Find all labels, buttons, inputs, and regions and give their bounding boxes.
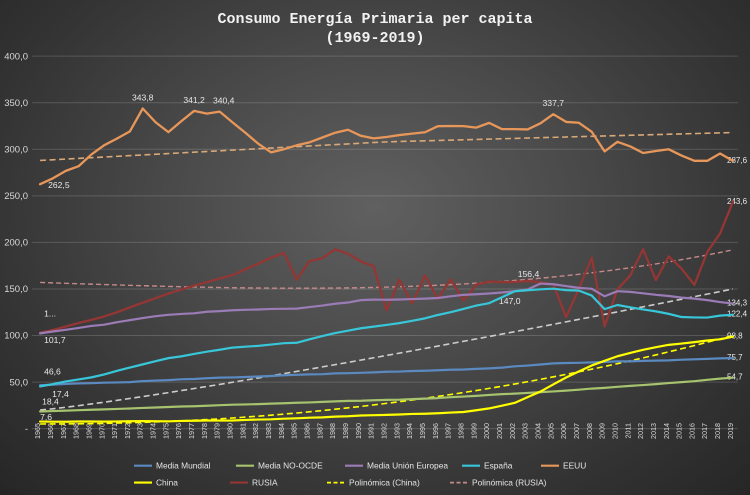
svg-text:340,4: 340,4 xyxy=(213,96,235,106)
svg-text:1993: 1993 xyxy=(392,423,401,439)
svg-text:2014: 2014 xyxy=(662,423,671,439)
svg-text:150,0: 150,0 xyxy=(4,284,28,295)
svg-text:337,7: 337,7 xyxy=(543,98,565,108)
svg-text:243,6: 243,6 xyxy=(727,197,748,206)
svg-text:2007: 2007 xyxy=(572,423,581,439)
svg-text:1972: 1972 xyxy=(123,423,132,439)
svg-text:1971: 1971 xyxy=(110,423,119,439)
svg-text:China: China xyxy=(156,478,178,488)
svg-text:2003: 2003 xyxy=(521,423,530,439)
svg-text:1969: 1969 xyxy=(84,423,93,439)
svg-text:2006: 2006 xyxy=(559,423,568,439)
svg-text:1990: 1990 xyxy=(354,423,363,439)
svg-text:18,4: 18,4 xyxy=(42,397,59,407)
svg-text:1999: 1999 xyxy=(469,423,478,439)
svg-text:100,0: 100,0 xyxy=(4,331,28,342)
svg-text:2005: 2005 xyxy=(546,423,555,439)
svg-text:400,0: 400,0 xyxy=(4,51,28,62)
svg-text:1980: 1980 xyxy=(226,423,235,439)
svg-text:2009: 2009 xyxy=(598,423,607,439)
svg-text:Media Unión Europea: Media Unión Europea xyxy=(367,461,448,471)
svg-text:1970: 1970 xyxy=(97,423,106,439)
svg-text:2010: 2010 xyxy=(610,423,619,439)
svg-text:1996: 1996 xyxy=(431,423,440,439)
svg-text:341,2: 341,2 xyxy=(183,95,205,105)
svg-text:1983: 1983 xyxy=(264,423,273,439)
svg-text:2002: 2002 xyxy=(508,423,517,439)
svg-text:2004: 2004 xyxy=(533,423,542,439)
svg-text:156,4: 156,4 xyxy=(518,269,540,279)
svg-text:50,0: 50,0 xyxy=(10,377,29,388)
svg-text:1967: 1967 xyxy=(59,423,68,439)
svg-text:350,0: 350,0 xyxy=(4,98,28,109)
svg-text:2019: 2019 xyxy=(726,423,735,439)
svg-text:1...: 1... xyxy=(44,309,56,319)
svg-text:2001: 2001 xyxy=(495,423,504,439)
svg-text:1987: 1987 xyxy=(315,423,324,439)
svg-text:-: - xyxy=(25,424,28,435)
svg-text:1979: 1979 xyxy=(213,423,222,439)
svg-text:101,7: 101,7 xyxy=(44,335,66,345)
svg-text:1974: 1974 xyxy=(149,423,158,439)
svg-text:Media Mundial: Media Mundial xyxy=(156,461,211,471)
svg-text:2008: 2008 xyxy=(585,423,594,439)
svg-text:46,6: 46,6 xyxy=(44,367,61,377)
svg-text:2012: 2012 xyxy=(636,423,645,439)
svg-text:2013: 2013 xyxy=(649,423,658,439)
svg-text:1976: 1976 xyxy=(174,423,183,439)
svg-text:1965: 1965 xyxy=(33,423,42,439)
svg-text:1989: 1989 xyxy=(341,423,350,439)
svg-text:2011: 2011 xyxy=(623,423,632,438)
svg-text:343,8: 343,8 xyxy=(132,93,154,103)
svg-text:1978: 1978 xyxy=(200,423,209,439)
svg-text:1985: 1985 xyxy=(290,423,299,439)
svg-text:200,0: 200,0 xyxy=(4,238,28,249)
svg-text:250,0: 250,0 xyxy=(4,191,28,202)
svg-text:1997: 1997 xyxy=(444,423,453,439)
svg-text:1981: 1981 xyxy=(238,423,247,439)
svg-text:2016: 2016 xyxy=(687,423,696,439)
svg-text:Polinómica (RUSIA): Polinómica (RUSIA) xyxy=(472,478,547,488)
svg-text:1982: 1982 xyxy=(251,423,260,439)
svg-text:2017: 2017 xyxy=(700,423,709,439)
svg-text:1986: 1986 xyxy=(303,423,312,439)
svg-text:1988: 1988 xyxy=(328,423,337,439)
svg-text:2000: 2000 xyxy=(482,423,491,439)
svg-text:2015: 2015 xyxy=(675,423,684,439)
svg-text:Media NO-OCDE: Media NO-OCDE xyxy=(258,461,323,471)
svg-text:1977: 1977 xyxy=(187,423,196,439)
svg-text:EEUU: EEUU xyxy=(563,461,586,471)
svg-text:1975: 1975 xyxy=(161,423,170,439)
svg-text:1966: 1966 xyxy=(46,423,55,439)
svg-text:1991: 1991 xyxy=(367,423,376,439)
svg-text:1973: 1973 xyxy=(136,423,145,439)
svg-text:1998: 1998 xyxy=(456,423,465,439)
svg-text:98,8: 98,8 xyxy=(727,332,743,341)
svg-text:1992: 1992 xyxy=(380,423,389,439)
svg-text:2018: 2018 xyxy=(713,423,722,439)
svg-text:1994: 1994 xyxy=(405,423,414,439)
svg-text:1995: 1995 xyxy=(418,423,427,439)
svg-text:RUSIA: RUSIA xyxy=(252,478,278,488)
svg-text:España: España xyxy=(484,461,513,471)
svg-text:262,5: 262,5 xyxy=(48,180,70,190)
svg-text:Polinómica (China): Polinómica (China) xyxy=(349,478,420,488)
svg-text:1984: 1984 xyxy=(277,423,286,439)
svg-text:300,0: 300,0 xyxy=(4,144,28,155)
svg-text:1968: 1968 xyxy=(72,423,81,439)
